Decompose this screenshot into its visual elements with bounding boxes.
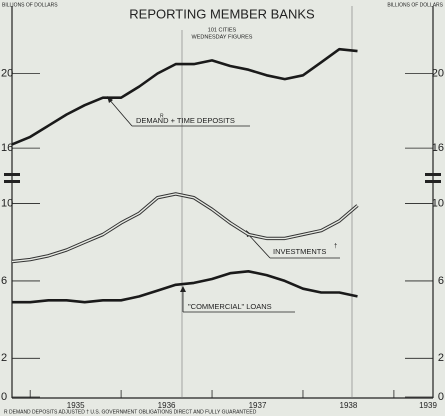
annotation-text: "COMMERCIAL" LOANS xyxy=(188,302,272,311)
y-tick-label: 20 xyxy=(1,67,13,79)
y-tick-label: 0 xyxy=(438,391,444,403)
y-tick-label: 20 xyxy=(432,67,444,79)
y-tick-label: 2 xyxy=(438,352,444,364)
y-tick-label: 6 xyxy=(1,275,7,287)
y-tick-label: 16 xyxy=(1,142,13,154)
annotation-mark: † xyxy=(334,244,337,250)
x-tick-label: 1938 xyxy=(340,401,358,410)
series-line xyxy=(12,270,358,304)
subtitle: WEDNESDAY FIGURES xyxy=(192,34,253,40)
y-tick-label: 2 xyxy=(1,352,7,364)
y-tick-label: 10 xyxy=(432,197,444,209)
series-line xyxy=(11,47,358,146)
axis-break xyxy=(4,173,441,183)
footnote: R DEMAND DEPOSITS ADJUSTED † U.S. GOVERN… xyxy=(4,409,257,415)
y-axis-label: BILLIONS OF DOLLARS xyxy=(387,2,443,8)
y-tick-label: 0 xyxy=(1,391,7,403)
x-tick-label: 1937 xyxy=(249,401,267,410)
series-line-inner xyxy=(11,193,358,263)
x-tick-label: 1939 xyxy=(419,401,437,410)
annotation: "COMMERCIAL" LOANS xyxy=(180,286,295,313)
annotation-mark: R xyxy=(160,113,164,119)
annotation: DEMAND + TIME DEPOSITS R xyxy=(107,96,250,127)
subtitle: 101 CITIES xyxy=(208,27,237,33)
y-axis-label: BILLIONS OF DOLLARS xyxy=(2,2,58,8)
x-tick-label: 1936 xyxy=(158,401,176,410)
y-tick-label: 16 xyxy=(432,142,444,154)
annotation-text: DEMAND + TIME DEPOSITS xyxy=(136,116,235,125)
y-tick-label: 6 xyxy=(438,275,444,287)
x-tick-label: 1935 xyxy=(67,401,85,410)
annotation-text: INVESTMENTS xyxy=(273,247,326,256)
chart-title: REPORTING MEMBER BANKS xyxy=(129,6,315,21)
y-tick-label: 10 xyxy=(1,197,13,209)
